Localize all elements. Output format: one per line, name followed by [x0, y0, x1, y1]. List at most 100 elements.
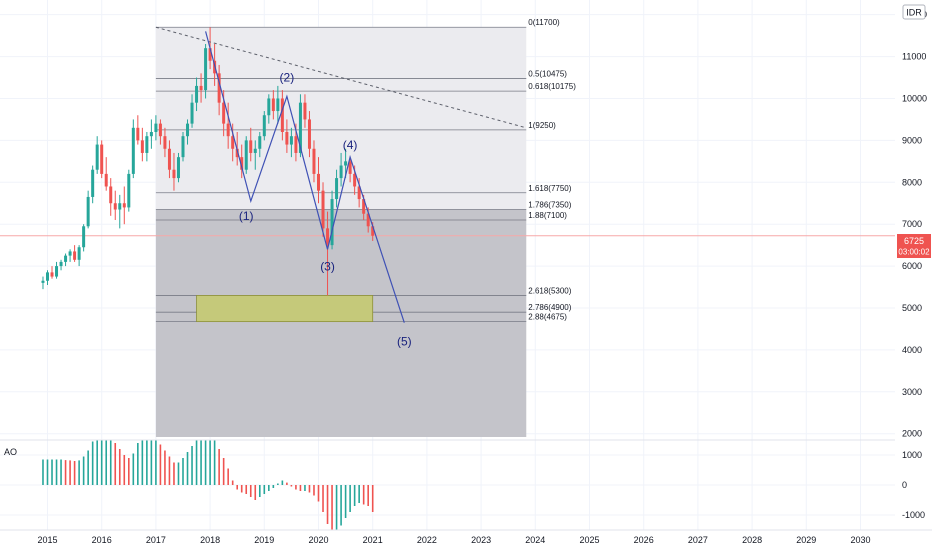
ao-bar-27: [164, 450, 166, 485]
candle-body-65: [335, 178, 339, 200]
candle-body-66: [339, 165, 343, 179]
last-price-value: 6725: [904, 236, 924, 246]
ao-bar-70: [358, 485, 360, 503]
ao-bar-17: [118, 449, 121, 485]
candle-body-41: [226, 123, 230, 137]
x-tick-15: 2030: [850, 535, 870, 545]
fib-label-6: 1.88(7100): [528, 211, 567, 220]
candle-body-3: [55, 266, 59, 277]
fib-label-4: 1.618(7750): [528, 184, 571, 193]
candle-body-72: [366, 213, 370, 227]
x-tick-10: 2025: [579, 535, 599, 545]
ao-bar-12: [96, 440, 98, 485]
ao-bar-36: [204, 440, 207, 485]
candle-body-18: [122, 203, 126, 208]
ao-bar-25: [155, 440, 157, 485]
candle-body-22: [140, 140, 144, 153]
ao-bar-55: [290, 485, 293, 487]
candle-body-44: [240, 157, 244, 170]
fib-label-5: 1.786(7350): [528, 201, 571, 210]
candle-body-2: [50, 272, 54, 277]
fib-label-0: 0(11700): [528, 18, 560, 27]
fib-zone-lower: [155, 209, 527, 437]
candle-body-73: [371, 226, 375, 236]
y-tick-1: 3000: [902, 387, 922, 397]
ao-bar-18: [123, 455, 126, 485]
candle-body-28: [167, 148, 171, 170]
candle-body-15: [109, 186, 113, 204]
ao-bar-56: [295, 485, 297, 490]
currency-badge-label: IDR: [906, 8, 922, 18]
candle-body-40: [222, 102, 226, 124]
candle-body-35: [199, 85, 203, 91]
candle-body-34: [195, 85, 199, 103]
elliott-wave-path: [205, 31, 405, 323]
ao-bar-31: [182, 458, 184, 485]
candle-body-51: [271, 98, 275, 112]
candle-body-23: [145, 136, 149, 153]
candle-body-62: [321, 190, 325, 229]
price-axis-bg[interactable]: [895, 0, 932, 550]
candle-body-56: [294, 136, 298, 153]
y-tick-3: 5000: [902, 303, 922, 313]
ao-bar-33: [191, 446, 193, 485]
ao-bar-29: [173, 462, 175, 485]
ao-bar-13: [100, 440, 103, 485]
candle-body-59: [307, 119, 311, 149]
ao-bar-8: [78, 460, 80, 485]
candle-body-47: [253, 148, 257, 153]
candle-body-16: [113, 203, 117, 210]
candle-body-5: [64, 255, 68, 262]
ao-bar-57: [299, 485, 302, 491]
ao-bar-7: [73, 461, 76, 485]
ao-bar-35: [200, 440, 202, 485]
candle-body-10: [86, 196, 90, 227]
x-tick-7: 2022: [417, 535, 437, 545]
ao-bar-65: [335, 485, 338, 530]
ao-bar-58: [304, 485, 306, 491]
candle-body-63: [326, 228, 330, 246]
candle-body-49: [262, 115, 266, 137]
candle-body-69: [353, 173, 357, 187]
candle-body-50: [267, 98, 271, 116]
ao-bar-52: [277, 483, 279, 485]
candle-body-7: [73, 251, 77, 260]
candle-body-12: [95, 144, 99, 170]
ao-bar-11: [91, 441, 94, 485]
x-tick-0: 2015: [37, 535, 57, 545]
ao-bar-66: [340, 485, 342, 526]
wave-label-2: (3): [320, 259, 335, 273]
x-tick-11: 2026: [634, 535, 654, 545]
ao-tick-1: 0: [902, 480, 907, 490]
candle-body-17: [118, 203, 122, 210]
x-tick-3: 2018: [200, 535, 220, 545]
candle-body-71: [362, 199, 366, 214]
fib-label-7: 2.618(5300): [528, 286, 571, 295]
ao-bar-59: [308, 485, 311, 493]
x-tick-6: 2021: [363, 535, 383, 545]
ao-bar-42: [231, 480, 234, 485]
fibonacci-extension: 0(11700) 0.5(10475) 0.618(10175) 1(9250) 1.6…: [0, 18, 895, 437]
currency-badge[interactable]: IDR: [902, 4, 926, 20]
ao-bar-53: [281, 480, 284, 485]
ao-bar-69: [353, 485, 356, 506]
wave-label-1: (2): [280, 71, 295, 85]
y-tick-0: 2000: [902, 429, 922, 439]
ao-tick-2: -1000: [902, 510, 925, 520]
candle-body-36: [204, 48, 208, 91]
ao-bar-60: [313, 485, 315, 496]
y-tick-7: 9000: [902, 135, 922, 145]
ao-bar-3: [55, 459, 58, 485]
candle-body-30: [176, 157, 180, 179]
ao-bar-44: [240, 485, 243, 493]
ao-bar-28: [168, 456, 171, 485]
candle-body-25: [154, 123, 158, 132]
candle-body-64: [330, 199, 334, 246]
candle-body-53: [280, 98, 284, 132]
candle-body-29: [172, 169, 176, 179]
trendline: [155, 26, 527, 129]
x-tick-1: 2016: [92, 535, 112, 545]
ao-bar-47: [254, 485, 257, 500]
wave-label-4: (5): [397, 335, 412, 349]
